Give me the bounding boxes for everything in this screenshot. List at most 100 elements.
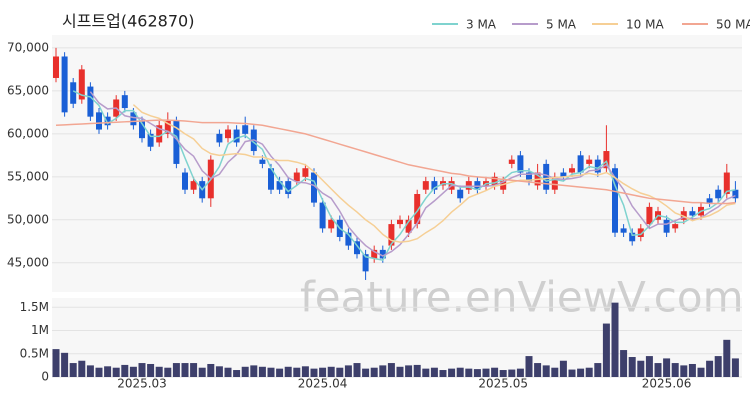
volume-bar [525,356,533,377]
volume-bar [430,367,438,377]
candle-body [379,249,386,259]
volume-bar [155,366,163,377]
candle-body [96,112,102,130]
volume-bar [293,367,301,377]
candle-body [517,155,524,173]
candle-body [551,176,558,190]
volume-bar [147,363,155,377]
candle-body [139,120,145,139]
volume-bar [353,363,361,377]
candle-body [672,224,679,229]
candle-body [216,133,223,143]
volume-bar [499,370,507,377]
volume-bar [276,368,284,377]
volume-bar [680,365,688,377]
volume-bar [405,365,413,377]
candle-body [173,120,180,164]
volume-bar [284,366,292,377]
volume-bar [611,302,619,377]
volume-bar [121,364,129,377]
chart-title: 시프트업(462870) [62,12,194,31]
volume-bar [69,363,77,377]
volume-bar [215,366,223,377]
volume-bar [310,368,318,377]
y-tick-label: 50,000 [7,212,49,226]
legend-label: 10 MA [626,18,664,32]
volume-bar [688,363,696,377]
candle-body [345,232,352,246]
volume-bar [714,356,722,377]
volume-bar [439,370,447,377]
candle-body [276,181,283,190]
volume-bar [671,363,679,377]
candle-body [629,232,636,242]
volume-bar [172,363,180,377]
candle-body [715,189,722,199]
candle-body [311,172,317,203]
candle-body [620,228,627,233]
volume-bar [654,363,662,377]
volume-bar [706,360,714,377]
watermark: feature.enViewV.com [300,273,743,322]
y-tick-label: 0.5M [20,346,49,360]
y-tick-label: 1M [31,323,49,337]
volume-bar [422,368,430,377]
volume-bar [344,365,352,377]
price-panel [52,35,742,292]
volume-bar [267,367,275,377]
volume-bar [396,366,404,377]
volume-bar [473,369,481,377]
candle-body [354,241,360,255]
candle-body [457,189,464,199]
candle-body [646,206,653,225]
candle-body [560,172,567,177]
volume-bar [164,367,172,377]
volume-bar [370,367,378,377]
y-tick-label: 70,000 [7,40,49,54]
candle-body [104,116,111,126]
legend-label: 50 MA [716,18,750,32]
candle-body [594,159,601,173]
y-tick-label: 1.5M [20,300,49,314]
candle-body [164,120,171,134]
candle-body [156,125,163,143]
candle-body [474,181,481,190]
y-tick-label: 60,000 [7,126,49,140]
volume-bar [258,366,266,377]
volume-bar [723,339,731,377]
candle-body [405,219,412,233]
candle-body [431,181,438,190]
volume-bar [387,363,395,377]
volume-bar [198,367,206,377]
candle-body [706,198,713,203]
volume-bar [233,370,241,377]
volume-bar [508,369,516,377]
x-tick-label: 2025.05 [478,377,528,391]
candle-body [121,95,128,109]
volume-bar [86,365,94,377]
volume-bar [301,366,309,377]
volume-bar [577,368,585,377]
candle-body [268,168,274,190]
candle-body [422,181,429,190]
candle-body [397,219,403,225]
volume-bar [620,350,628,377]
candle-body [362,254,369,272]
volume-bar [327,366,335,377]
ma-line [72,90,736,262]
ma-line [89,91,736,257]
candle-body [414,194,421,225]
candle-body [491,176,498,186]
volume-bar [628,357,636,377]
x-tick-label: 2025.06 [642,377,692,391]
x-tick-label: 2025.03 [117,377,167,391]
y-tick-label: 0 [41,370,49,384]
volume-bar [448,368,456,377]
candle-body [130,112,137,126]
candle-body [586,159,593,164]
candle-body [182,172,188,190]
volume-bar [250,365,258,377]
volume-bar [534,363,542,377]
candle-body [285,181,292,195]
